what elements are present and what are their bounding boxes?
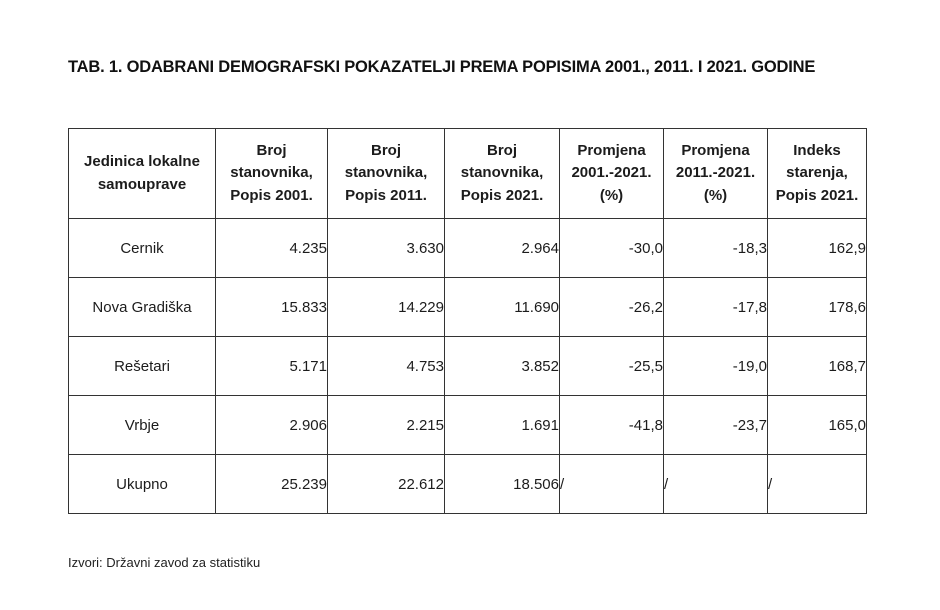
table-header-row: Jedinica lokalne samouprave Broj stanovn… [68, 128, 867, 219]
source-note: Izvori: Državni zavod za statistiku [68, 555, 261, 570]
cell-pop-2001: 4.235 [215, 218, 328, 278]
cell-municipality: Nova Gradiška [68, 277, 216, 337]
cell-aging-index: 165,0 [767, 395, 867, 455]
table-row-nova-gradiska: Nova Gradiška 15.833 14.229 11.690 -26,2… [68, 277, 867, 337]
cell-change-2011-2021: -18,3 [663, 218, 768, 278]
table-row-cernik: Cernik 4.235 3.630 2.964 -30,0 -18,3 162… [68, 218, 867, 278]
cell-pop-2001: 5.171 [215, 336, 328, 396]
column-header-pop-2011: Broj stanovnika, Popis 2011. [327, 128, 445, 219]
cell-pop-2001: 25.239 [215, 454, 328, 514]
column-header-change-2001-2021: Promjena 2001.-2021. (%) [559, 128, 664, 219]
cell-pop-2001: 2.906 [215, 395, 328, 455]
table-row-vrbje: Vrbje 2.906 2.215 1.691 -41,8 -23,7 165,… [68, 395, 867, 455]
cell-pop-2011: 4.753 [327, 336, 445, 396]
cell-pop-2021: 2.964 [444, 218, 560, 278]
cell-pop-2021: 3.852 [444, 336, 560, 396]
cell-pop-2011: 14.229 [327, 277, 445, 337]
cell-change-2011-2021: -17,8 [663, 277, 768, 337]
column-header-pop-2001: Broj stanovnika, Popis 2001. [215, 128, 328, 219]
cell-aging-index: 178,6 [767, 277, 867, 337]
cell-pop-2001: 15.833 [215, 277, 328, 337]
demographics-table: Jedinica lokalne samouprave Broj stanovn… [68, 128, 867, 514]
cell-change-2011-2021: -23,7 [663, 395, 768, 455]
table-row-ukupno: Ukupno 25.239 22.612 18.506 / / / [68, 454, 867, 514]
cell-change-2001-2021: -26,2 [559, 277, 664, 337]
cell-municipality: Vrbje [68, 395, 216, 455]
column-header-change-2011-2021: Promjena 2011.-2021. (%) [663, 128, 768, 219]
column-header-aging-index: Indeks starenja, Popis 2021. [767, 128, 867, 219]
cell-municipality: Cernik [68, 218, 216, 278]
cell-change-2011-2021: -19,0 [663, 336, 768, 396]
cell-aging-index: / [767, 454, 867, 514]
table-row-resetari: Rešetari 5.171 4.753 3.852 -25,5 -19,0 1… [68, 336, 867, 396]
cell-municipality: Ukupno [68, 454, 216, 514]
cell-pop-2011: 3.630 [327, 218, 445, 278]
cell-pop-2011: 22.612 [327, 454, 445, 514]
cell-aging-index: 168,7 [767, 336, 867, 396]
cell-change-2011-2021: / [663, 454, 768, 514]
column-header-unit: Jedinica lokalne samouprave [68, 128, 216, 219]
cell-change-2001-2021: -25,5 [559, 336, 664, 396]
cell-change-2001-2021: / [559, 454, 664, 514]
table-title: TAB. 1. ODABRANI DEMOGRAFSKI POKAZATELJI… [68, 58, 816, 76]
cell-pop-2021: 11.690 [444, 277, 560, 337]
cell-pop-2021: 1.691 [444, 395, 560, 455]
cell-change-2001-2021: -30,0 [559, 218, 664, 278]
cell-pop-2011: 2.215 [327, 395, 445, 455]
cell-change-2001-2021: -41,8 [559, 395, 664, 455]
cell-aging-index: 162,9 [767, 218, 867, 278]
cell-municipality: Rešetari [68, 336, 216, 396]
column-header-pop-2021: Broj stanovnika, Popis 2021. [444, 128, 560, 219]
cell-pop-2021: 18.506 [444, 454, 560, 514]
